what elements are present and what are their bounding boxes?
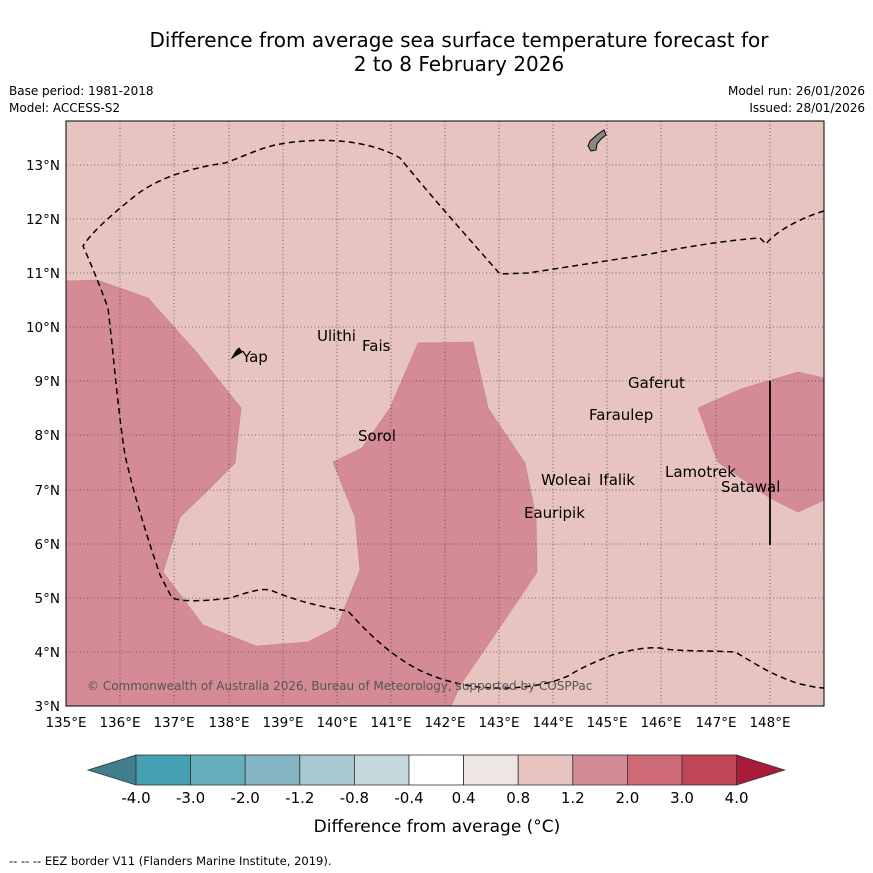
place-sorol: Sorol: [358, 427, 396, 445]
place-woleai: Woleai: [541, 471, 591, 489]
x-axis-labels: 135°E 136°E 137°E 138°E 139°E 140°E 141°…: [45, 715, 790, 731]
colorbar-label: -0.4: [394, 789, 423, 807]
x-tick-143: 143°E: [478, 715, 519, 731]
colorbar-extend-low: [86, 754, 137, 786]
colorbar-label: -4.0: [121, 789, 150, 807]
colorbar-swatch: [299, 754, 355, 786]
meta-right: Model run: 26/01/2026 Issued: 28/01/2026: [728, 83, 865, 117]
place-satawal: Satawal: [721, 478, 780, 496]
y-tick-11: 11°N: [26, 266, 60, 282]
base-period: Base period: 1981-2018: [9, 84, 154, 98]
map-frame: [65, 120, 825, 707]
y-tick-3: 3°N: [35, 699, 60, 715]
place-labels: Yap Ulithi Fais Sorol Gaferut Faraulep W…: [241, 327, 780, 522]
y-tick-12: 12°N: [26, 212, 60, 228]
x-tick-145: 145°E: [586, 715, 627, 731]
colorbar-swatch: [627, 754, 683, 786]
colorbar-swatch: [135, 754, 191, 786]
colorbar-label: -3.0: [176, 789, 205, 807]
y-tick-8: 8°N: [35, 428, 60, 444]
colorbar-label: -1.2: [285, 789, 314, 807]
place-eauripik: Eauripik: [524, 504, 585, 522]
title-line-1: Difference from average sea surface temp…: [149, 28, 769, 52]
colorbar-label: 2.0: [615, 789, 639, 807]
y-tick-6: 6°N: [35, 537, 60, 553]
grid: [66, 121, 824, 706]
colorbar-swatch: [572, 754, 628, 786]
colorbar-swatch: [408, 754, 464, 786]
footer-note: -- -- -- EEZ border V11 (Flanders Marine…: [9, 854, 332, 868]
colorbar: -4.0 -3.0 -2.0 -1.2 -0.8 -0.4 0.4 0.8 1.2 2.0 3.0 4…: [86, 754, 786, 807]
y-tick-10: 10°N: [26, 320, 60, 336]
colorbar-label: 4.0: [725, 789, 749, 807]
colorbar-label: -2.0: [231, 789, 260, 807]
colorbar-swatch: [190, 754, 246, 786]
x-tick-146: 146°E: [640, 715, 681, 731]
colorbar-label: 0.4: [452, 789, 476, 807]
colorbar-extend-high: [736, 754, 786, 786]
y-tick-13: 13°N: [26, 158, 60, 174]
y-tick-4: 4°N: [35, 645, 60, 661]
chart-title: Difference from average sea surface temp…: [0, 28, 873, 76]
place-gaferut: Gaferut: [628, 374, 685, 392]
x-tick-141: 141°E: [370, 715, 411, 731]
place-lamotrek: Lamotrek: [665, 463, 736, 481]
anomaly-region-west: [66, 279, 538, 706]
x-tick-137: 137°E: [153, 715, 194, 731]
colorbar-label: 1.2: [561, 789, 585, 807]
y-tick-7: 7°N: [35, 483, 60, 499]
copyright-credit: © Commonwealth of Australia 2026, Bureau…: [87, 679, 592, 693]
yap-island: [230, 347, 243, 360]
colorbar-swatch: [244, 754, 301, 786]
title-line-2: 2 to 8 February 2026: [353, 52, 565, 76]
x-tick-135: 135°E: [45, 715, 86, 731]
anomaly-region-east: [697, 371, 824, 513]
y-axis-labels: 3°N 4°N 5°N 6°N 7°N 8°N 9°N 10°N 11°N 12…: [26, 158, 60, 715]
guam-island: [587, 129, 607, 152]
place-yap: Yap: [241, 348, 268, 366]
colorbar-label: 0.8: [506, 789, 530, 807]
colorbar-swatch: [517, 754, 574, 786]
issued-date: Issued: 28/01/2026: [749, 101, 865, 115]
x-tick-138: 138°E: [208, 715, 249, 731]
colorbar-swatch: [681, 754, 737, 786]
x-tick-148: 148°E: [749, 715, 790, 731]
y-tick-5: 5°N: [35, 591, 60, 607]
x-tick-144: 144°E: [532, 715, 573, 731]
place-fais: Fais: [362, 337, 391, 355]
place-faraulep: Faraulep: [589, 406, 653, 424]
colorbar-swatch: [463, 754, 519, 786]
y-tick-9: 9°N: [35, 374, 60, 390]
colorbar-label: 3.0: [670, 789, 694, 807]
x-tick-136: 136°E: [99, 715, 140, 731]
colorbar-label: -0.8: [340, 789, 369, 807]
model-name: Model: ACCESS-S2: [9, 101, 121, 115]
model-run: Model run: 26/01/2026: [727, 84, 865, 98]
x-tick-147: 147°E: [695, 715, 736, 731]
colorbar-title: Difference from average (°C): [314, 817, 561, 837]
x-tick-140: 140°E: [316, 715, 357, 731]
meta-left: Base period: 1981-2018 Model: ACCESS-S2: [9, 83, 154, 117]
place-ifalik: Ifalik: [599, 471, 635, 489]
x-tick-139: 139°E: [262, 715, 303, 731]
x-tick-142: 142°E: [424, 715, 465, 731]
colorbar-swatch: [353, 754, 410, 786]
place-ulithi: Ulithi: [317, 327, 356, 345]
